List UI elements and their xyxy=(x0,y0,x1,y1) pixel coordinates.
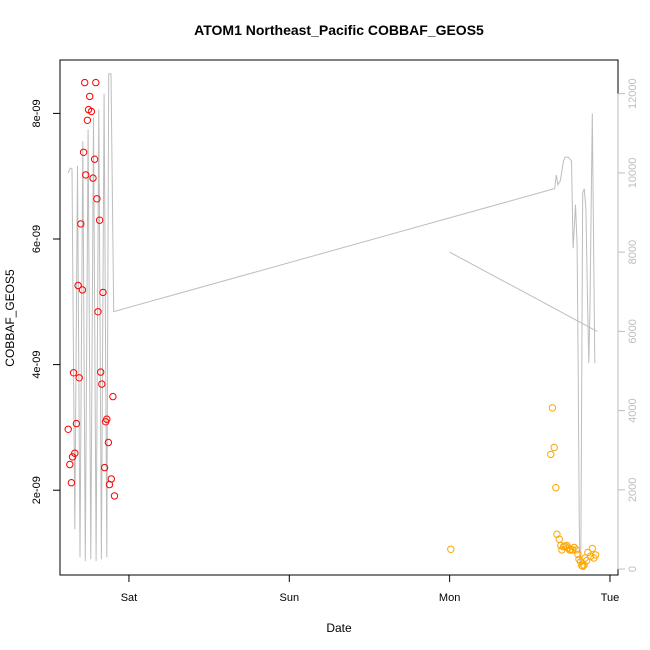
data-point-s1-4 xyxy=(552,484,560,492)
data-point-s0-11 xyxy=(79,148,88,157)
data-point-s0-9 xyxy=(77,220,85,228)
data-point-s0-4 xyxy=(69,369,78,377)
line-series-layer xyxy=(67,73,598,562)
y2-tick-label-5: 10000 xyxy=(627,158,639,189)
axes-layer: Sat Sun Mon Tue 2e-09 4e-09 6e-09 8e-09 0 2000 400… xyxy=(31,78,639,604)
data-point-s0-10 xyxy=(78,286,87,294)
data-point-s0-25 xyxy=(98,380,106,388)
data-point-s1-22 xyxy=(579,562,587,570)
y2-tick-label-6: 12000 xyxy=(627,78,639,109)
data-point-s1-28 xyxy=(588,544,596,553)
data-point-s0-29 xyxy=(103,415,111,423)
data-point-s0-18 xyxy=(89,174,97,182)
x-tick-label-1: Sun xyxy=(280,592,300,604)
data-point-s0-13 xyxy=(82,171,90,179)
data-point-s0-33 xyxy=(109,392,117,401)
data-point-s1-25 xyxy=(583,556,591,565)
data-point-s0-26 xyxy=(99,288,107,297)
data-point-s0-19 xyxy=(90,155,99,163)
y-tick-label-0: 2e-09 xyxy=(31,476,43,504)
data-point-s1-17 xyxy=(572,546,580,554)
data-point-s1-18 xyxy=(574,550,582,558)
data-point-s1-30 xyxy=(591,551,600,559)
data-point-s1-3 xyxy=(550,443,558,452)
data-point-s0-14 xyxy=(83,116,92,125)
y-tick-label-3: 8e-09 xyxy=(31,99,43,127)
y2-tick-label-1: 2000 xyxy=(627,478,639,502)
data-point-s1-16 xyxy=(570,543,578,552)
data-point-s0-16 xyxy=(86,92,94,101)
data-point-s0-7 xyxy=(74,281,82,290)
data-point-s0-17 xyxy=(87,107,96,116)
y-axis-label: COBBAF_GEOS5 xyxy=(3,269,17,367)
y2-tick-label-4: 8000 xyxy=(627,240,639,264)
data-point-s0-30 xyxy=(104,438,113,447)
data-point-s0-20 xyxy=(92,78,100,87)
y2-tick-label-0: 0 xyxy=(627,566,639,572)
data-point-s0-34 xyxy=(110,492,119,500)
x-tick-label-0: Sat xyxy=(121,592,138,604)
chart-title: ATOM1 Northeast_Pacific COBBAF_GEOS5 xyxy=(194,22,484,38)
data-point-s0-5 xyxy=(71,449,79,457)
x-tick-label-3: Tue xyxy=(601,592,620,604)
scatter-points-layer xyxy=(64,78,600,570)
data-point-s1-0 xyxy=(447,545,455,553)
data-point-s0-23 xyxy=(95,216,104,224)
x-tick-label-2: Mon xyxy=(439,592,460,604)
y2-tick-label-2: 4000 xyxy=(627,398,639,422)
y2-tick-label-3: 6000 xyxy=(627,319,639,343)
y-tick-label-2: 6e-09 xyxy=(31,225,43,253)
data-point-s0-24 xyxy=(97,368,105,376)
data-point-s0-27 xyxy=(100,463,109,472)
data-point-s0-0 xyxy=(64,425,72,433)
line-series-3 xyxy=(449,251,598,332)
data-point-s0-6 xyxy=(72,419,81,428)
data-point-s0-1 xyxy=(66,460,74,469)
data-point-s0-2 xyxy=(67,479,76,487)
x-axis-label: Date xyxy=(326,621,352,635)
data-point-s0-21 xyxy=(93,195,101,203)
y-tick-label-1: 4e-09 xyxy=(31,351,43,379)
data-point-s0-12 xyxy=(81,78,89,87)
data-point-s0-32 xyxy=(107,475,116,483)
line-series-2 xyxy=(67,73,596,562)
data-point-s0-3 xyxy=(68,453,77,461)
data-point-s1-1 xyxy=(547,450,555,459)
data-point-s1-2 xyxy=(548,404,557,412)
data-point-s0-8 xyxy=(75,374,83,382)
data-point-s0-22 xyxy=(94,308,102,316)
